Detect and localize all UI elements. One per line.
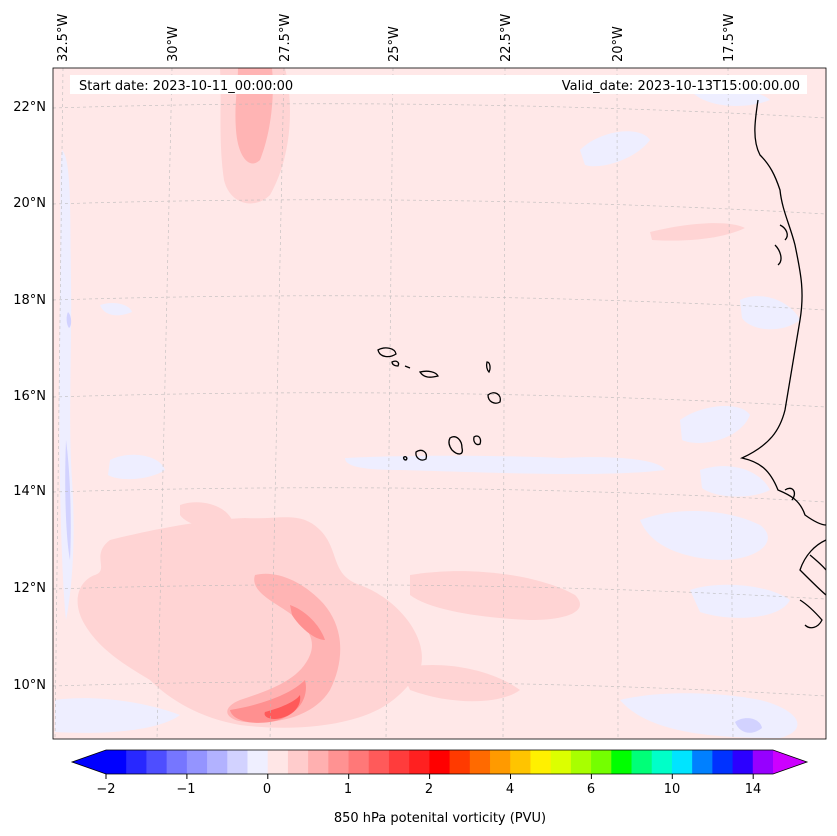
cb-tick-label-neg2: −2 bbox=[96, 782, 115, 797]
colorbar-cell bbox=[308, 750, 329, 774]
colorbar-cell bbox=[550, 750, 572, 774]
island-maio bbox=[473, 435, 482, 446]
colorbar-cell bbox=[267, 750, 289, 774]
lat-label-16n: 16°N bbox=[13, 389, 46, 404]
colorbar-cell bbox=[348, 750, 370, 774]
island-santo-antao bbox=[377, 347, 397, 358]
colorbar-tick-labels: −2 −1 0 1 2 4 6 10 14 bbox=[96, 782, 761, 797]
colorbar-cell bbox=[469, 750, 491, 774]
coastlines bbox=[377, 99, 826, 629]
colorbar-cell bbox=[186, 750, 208, 774]
island-brava bbox=[402, 456, 408, 461]
island-santiago bbox=[448, 436, 464, 455]
colorbar-cell bbox=[671, 750, 693, 774]
map-panel: Start date: 2023-10-11_00:00:00 Valid_da… bbox=[53, 68, 826, 739]
lon-label-25w: 25°W bbox=[387, 26, 402, 62]
coast-detail-4 bbox=[799, 599, 823, 629]
colorbar-cell bbox=[388, 750, 410, 774]
colorbar-cell bbox=[651, 750, 673, 774]
colorbar-cell bbox=[146, 750, 168, 774]
cb-tick-label-6: 6 bbox=[587, 782, 595, 797]
lat-label-12n: 12°N bbox=[13, 581, 46, 596]
stronger-negative-areas bbox=[65, 312, 762, 733]
lon-label-27-5w: 27.5°W bbox=[278, 14, 293, 62]
lat-label-20n: 20°N bbox=[13, 196, 46, 211]
colorbar-cell bbox=[429, 750, 451, 774]
colorbar-cell bbox=[591, 750, 612, 774]
colorbar-cell bbox=[106, 750, 127, 774]
coast-detail-5 bbox=[809, 554, 826, 571]
colorbar-cell bbox=[692, 750, 713, 774]
colorbar-cell bbox=[207, 750, 228, 774]
gridlines bbox=[53, 68, 826, 739]
island-sao-vicente bbox=[391, 360, 400, 367]
latitude-labels: 22°N 20°N 18°N 16°N 14°N 12°N 10°N bbox=[13, 100, 46, 693]
cb-tick-label-1: 1 bbox=[344, 782, 352, 797]
colorbar-cell bbox=[368, 750, 390, 774]
lon-label-20w: 20°W bbox=[611, 26, 626, 62]
coast-detail-1 bbox=[779, 224, 788, 241]
positive-pv-areas-level4 bbox=[264, 695, 301, 719]
cb-tick-label-10: 10 bbox=[664, 782, 681, 797]
colorbar-label: 850 hPa potenital vorticity (PVU) bbox=[334, 811, 546, 826]
lon-label-30w: 30°W bbox=[166, 26, 181, 62]
colorbar-cell bbox=[490, 750, 511, 774]
cb-tick-label-0: 0 bbox=[263, 782, 271, 797]
colorbar: −2 −1 0 1 2 4 6 10 14 850 hPa potenital … bbox=[70, 749, 809, 826]
colorbar-extend-left bbox=[72, 750, 106, 774]
colorbar-cell bbox=[611, 750, 633, 774]
colorbar-cell bbox=[247, 750, 269, 774]
colorbar-cell bbox=[752, 750, 774, 774]
coast-detail-2 bbox=[774, 244, 782, 266]
colorbar-cell bbox=[126, 750, 148, 774]
colorbar-ticks bbox=[105, 774, 754, 779]
island-sao-nicolau bbox=[418, 370, 439, 378]
colorbar-cell bbox=[631, 750, 653, 774]
lat-label-14n: 14°N bbox=[13, 484, 46, 499]
colorbar-cell bbox=[227, 750, 249, 774]
lon-label-22-5w: 22.5°W bbox=[499, 14, 514, 62]
colorbar-cell bbox=[328, 750, 350, 774]
colorbar-cell bbox=[287, 750, 309, 774]
colorbar-cell bbox=[409, 750, 430, 774]
colorbar-cell bbox=[570, 750, 592, 774]
coast-detail-3 bbox=[784, 487, 796, 501]
cb-tick-label-4: 4 bbox=[506, 782, 514, 797]
map-frame bbox=[52, 67, 827, 740]
longitude-labels: 32.5°W 30°W 27.5°W 25°W 22.5°W 20°W 17.5… bbox=[56, 14, 737, 62]
island-boa-vista bbox=[487, 392, 501, 404]
lon-label-32-5w: 32.5°W bbox=[56, 14, 71, 62]
cb-tick-label-2: 2 bbox=[425, 782, 433, 797]
colorbar-cell bbox=[712, 750, 734, 774]
island-fogo bbox=[415, 449, 428, 461]
colorbar-cell bbox=[732, 750, 754, 774]
colorbar-cell bbox=[530, 750, 552, 774]
colorbar-cells bbox=[106, 750, 774, 774]
cb-tick-label-neg1: −1 bbox=[176, 782, 195, 797]
lat-label-18n: 18°N bbox=[13, 293, 46, 308]
island-sal bbox=[485, 361, 491, 374]
lat-label-22n: 22°N bbox=[13, 100, 46, 115]
valid-date-text: Valid_date: 2023-10-13T15:00:00.00 bbox=[562, 79, 800, 94]
island-santa-luzia bbox=[404, 365, 411, 369]
date-info-bar bbox=[70, 75, 807, 94]
colorbar-cell bbox=[510, 750, 532, 774]
lat-label-10n: 10°N bbox=[13, 678, 46, 693]
start-date-text: Start date: 2023-10-11_00:00:00 bbox=[79, 79, 293, 94]
lon-label-17-5w: 17.5°W bbox=[722, 14, 737, 62]
colorbar-cell bbox=[449, 750, 471, 774]
colorbar-cell bbox=[166, 750, 188, 774]
colorbar-extend-right bbox=[773, 750, 807, 774]
cb-tick-label-14: 14 bbox=[745, 782, 762, 797]
africa-coastline bbox=[739, 99, 826, 596]
